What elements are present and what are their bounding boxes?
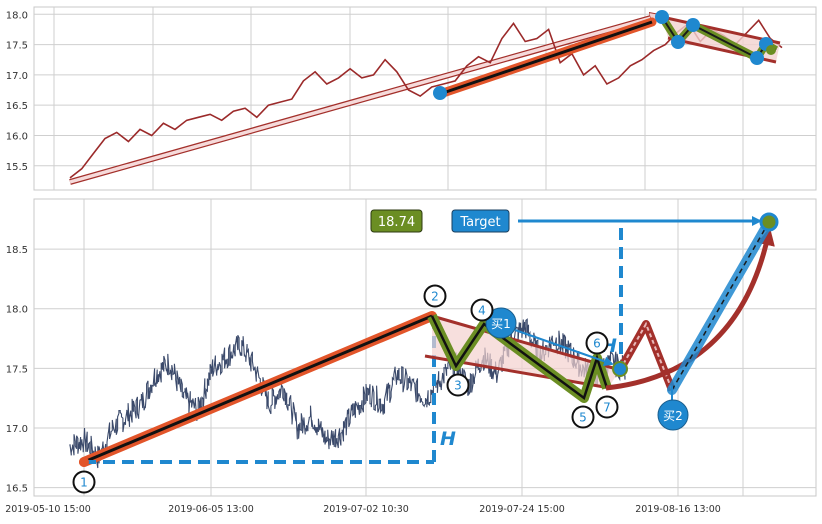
- price-badge-text: 18.74: [378, 215, 415, 230]
- pivot-number: 3: [454, 379, 462, 393]
- pattern-y-tick: 18.0: [6, 305, 28, 316]
- pattern-plot-frame: [33, 198, 817, 497]
- pattern-y-tick: 16.5: [6, 484, 28, 495]
- overview-y-tick: 17.0: [6, 71, 28, 82]
- overview-projection-arrow: [69, 16, 658, 184]
- overview-y-tick: 18.0: [6, 10, 28, 21]
- projection-curve-arrow: [605, 227, 775, 391]
- pivot-number: 5: [579, 411, 587, 425]
- overview-y-tick: 15.5: [6, 162, 28, 173]
- target-badge-text: Target: [459, 215, 500, 230]
- breakout-marker: [612, 361, 628, 377]
- pivot-number: 2: [431, 290, 439, 304]
- overview-flag-upper: [661, 15, 781, 45]
- pivot-labels: 1 2 3 4 5 6 7: [72, 284, 619, 494]
- overview-marker: [655, 10, 669, 24]
- overview-marker: [686, 18, 700, 32]
- pattern-x-tick-labels: 2019-05-10 15:00 2019-06-05 13:00 2019-07-…: [5, 504, 721, 515]
- pivot-label: 7: [595, 395, 619, 419]
- overview-panel: 15.5 16.0 16.5 17.0 17.5 18.0: [6, 6, 817, 191]
- pattern-y-tick: 17.0: [6, 424, 28, 435]
- pattern-x-tick: 2019-05-10 15:00: [5, 504, 91, 515]
- buy1-badge: 买1: [485, 307, 517, 339]
- pivot-label: 2: [423, 284, 447, 308]
- pivot-number: 7: [603, 401, 611, 415]
- pattern-y-tick-labels: 16.5 17.0 17.5 18.0 18.5: [6, 245, 28, 495]
- overview-marker: [766, 45, 776, 55]
- pattern-uptrend-line: [83, 314, 433, 464]
- flag-upper-line: [431, 314, 621, 372]
- pivot-label: 6: [585, 331, 609, 355]
- buy2-label: 买2: [663, 409, 683, 423]
- overview-y-tick: 16.5: [6, 101, 28, 112]
- pivot-label: 4: [470, 298, 494, 322]
- pivot-label: 1: [72, 470, 96, 494]
- overview-uptrend-line: [439, 20, 653, 96]
- price-badge: 18.74: [370, 209, 423, 233]
- pattern-x-tick: 2019-08-16 13:00: [635, 504, 721, 515]
- target-marker: [759, 212, 779, 232]
- overview-marker: [750, 51, 764, 65]
- start-marker: [79, 457, 89, 467]
- overview-price-line: [69, 19, 783, 179]
- pattern-zigzag-line: [430, 315, 609, 401]
- pattern-panel: 16.517.017.518.018.5 2019-05-10 15:00 201…: [5, 198, 817, 515]
- pattern-x-tick: 2019-07-02 10:30: [323, 504, 409, 515]
- pivot-number: 6: [593, 337, 601, 351]
- overview-y-tick: 16.0: [6, 131, 28, 142]
- buy1-arrow: [514, 329, 614, 367]
- projected-swing-line: [619, 321, 673, 391]
- overview-marker: [433, 86, 447, 100]
- pattern-y-tick: 17.5: [6, 364, 28, 375]
- pivot-number: 4: [478, 304, 486, 318]
- pattern-x-tick: 2019-06-05 13:00: [168, 504, 254, 515]
- pivot-label: 5: [571, 405, 595, 429]
- overview-y-tick: 17.5: [6, 41, 28, 52]
- pattern-x-tick: 2019-07-24 15:00: [479, 504, 565, 515]
- target-leg-band: [667, 217, 774, 395]
- buy1-label: 买1: [491, 317, 511, 331]
- height-label: H: [440, 428, 456, 450]
- target-badge: Target: [451, 209, 510, 233]
- overview-y-tick-labels: 15.5 16.0 16.5 17.0 17.5 18.0: [6, 10, 28, 172]
- overview-horizontal-grid: [34, 13, 816, 167]
- overview-marker: [671, 35, 685, 49]
- buy2-badge: 买2: [657, 399, 689, 431]
- pattern-y-tick: 18.5: [6, 245, 28, 256]
- pivot-number: 1: [80, 476, 88, 490]
- pivot-label: 3: [446, 373, 470, 397]
